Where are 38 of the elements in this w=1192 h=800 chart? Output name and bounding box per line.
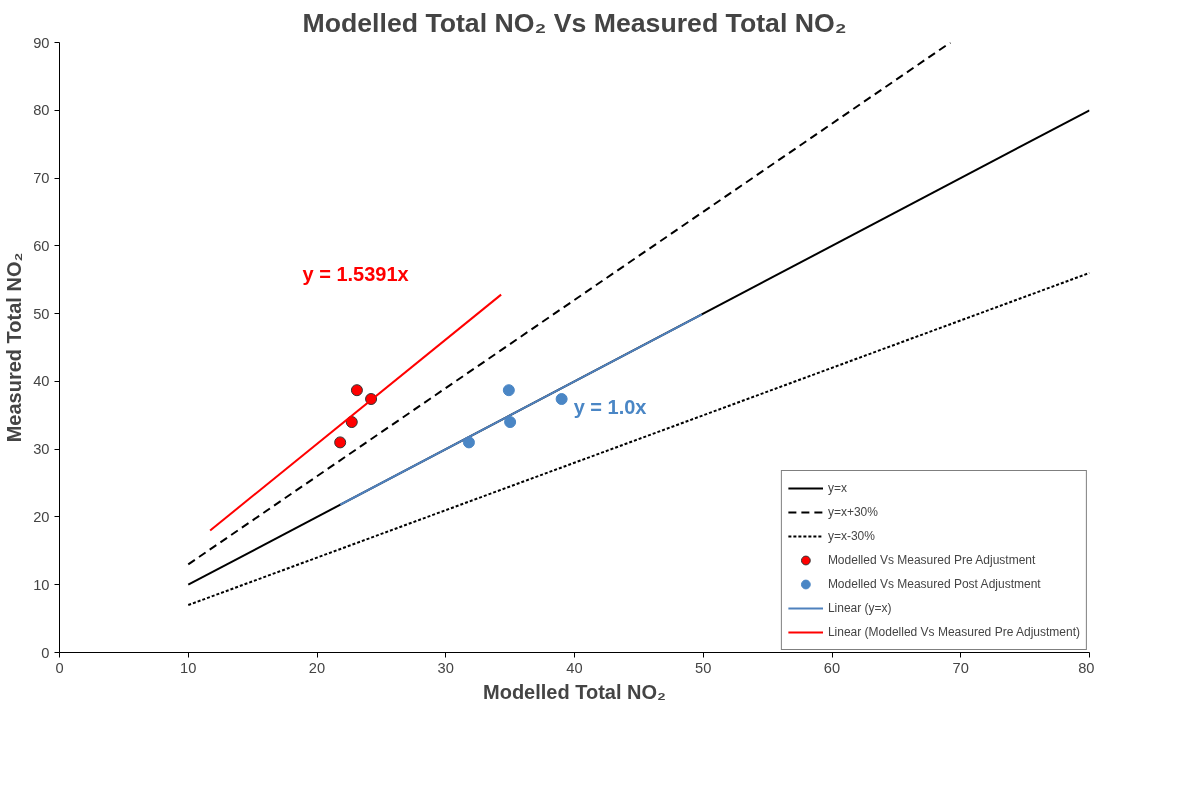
point [502,384,515,397]
x-tick-label: 50 [695,659,712,676]
x-tick-label: 70 [952,659,969,676]
point [555,393,568,405]
legend-label: y=x+30% [827,504,878,521]
chart-title: Modelled Total NO₂ Vs Measured Total NO₂ [302,7,847,38]
y-tick-label: 40 [33,373,50,390]
y-tick-label: 0 [41,644,50,661]
legend-label: y=x [827,480,848,497]
point [504,416,517,429]
point [350,384,363,397]
y-tick-label: 60 [33,237,50,254]
point [462,436,475,449]
legend-label: y=x-30% [827,528,875,545]
legend-label: Linear (y=x) [827,600,892,617]
y-tick-label: 10 [33,576,50,593]
point [334,436,347,449]
x-tick-label: 40 [566,659,583,676]
annotation: y = 1.0x [573,396,647,419]
x-tick-label: 20 [308,659,326,676]
y-tick-label: 20 [33,508,50,525]
y-tick-label: 30 [33,441,50,458]
x-axis-title: Modelled Total NO₂ [483,680,666,703]
y-axis-title: Measured Total NO₂ [3,252,26,443]
x-tick-label: 60 [823,659,841,676]
x-tick-label: 0 [55,659,64,676]
legend-label: Modelled Vs Measured Pre Adjustment [827,552,1036,569]
point [345,416,358,429]
y-tick-label: 80 [33,102,50,119]
x-tick-label: 10 [180,659,197,676]
legend-label: Modelled Vs Measured Post Adjustment [827,576,1041,593]
x-tick-label: 30 [437,659,454,676]
legend-label: Linear (Modelled Vs Measured Pre Adjustment) [827,624,1080,641]
y-tick-label: 50 [33,305,50,322]
y-tick-label: 70 [33,170,50,187]
x-tick-label: 80 [1078,659,1095,676]
y-tick-label: 90 [33,34,50,51]
annotation: y = 1.5391x [302,262,409,285]
